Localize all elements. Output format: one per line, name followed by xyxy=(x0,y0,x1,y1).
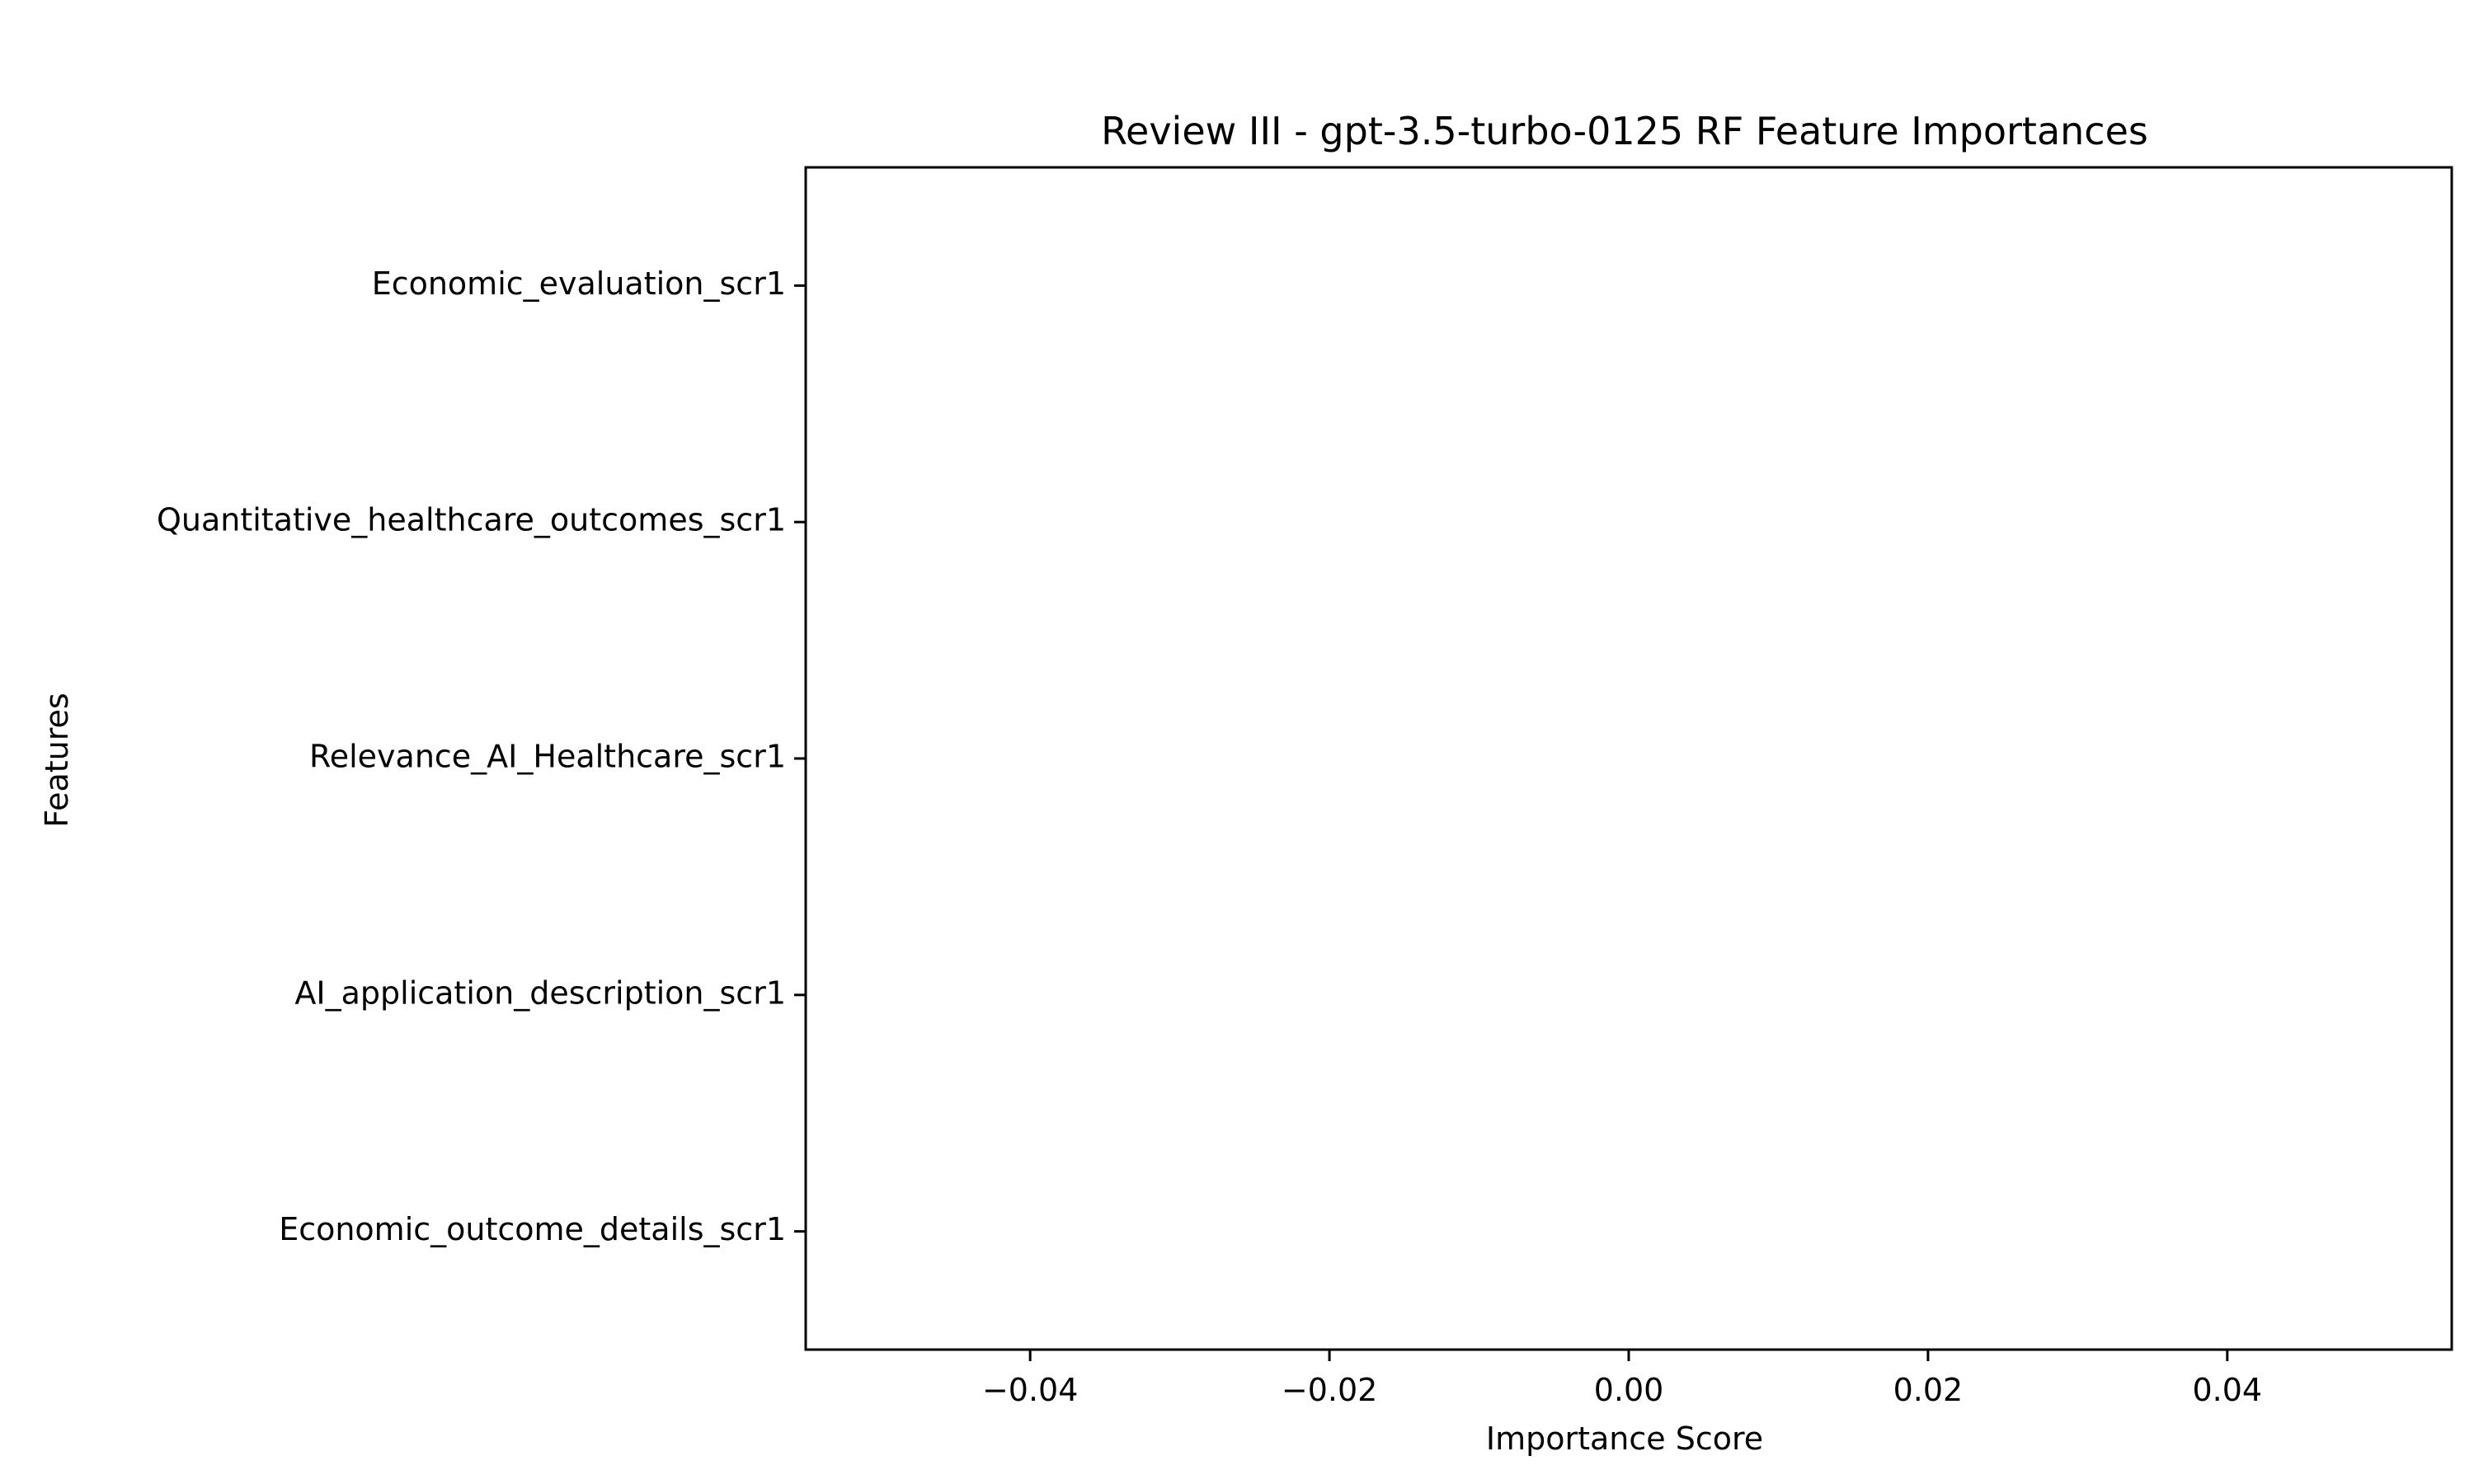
x-tick-label: 0.00 xyxy=(1594,1372,1664,1408)
x-axis-ticks: −0.04 −0.02 0.00 0.02 0.04 xyxy=(982,1350,2262,1408)
y-axis-ticks: Economic_evaluation_scr1 Quantitative_hea… xyxy=(157,265,806,1247)
y-tick-label: Economic_outcome_details_scr1 xyxy=(279,1211,786,1247)
y-axis-label: Features xyxy=(39,693,75,827)
x-axis-label: Importance Score xyxy=(1486,1421,1763,1457)
x-tick-label: −0.02 xyxy=(1282,1372,1377,1408)
y-tick-label: AI_application_description_scr1 xyxy=(294,974,786,1011)
x-tick-label: 0.02 xyxy=(1893,1372,1964,1408)
x-tick-label: 0.04 xyxy=(2193,1372,2263,1408)
chart-title: Review III - gpt-3.5-turbo-0125 RF Featu… xyxy=(1101,109,2148,153)
y-tick-label: Relevance_AI_Healthcare_scr1 xyxy=(309,739,786,775)
y-tick-label: Economic_evaluation_scr1 xyxy=(372,265,786,302)
y-tick-label: Quantitative_healthcare_outcomes_scr1 xyxy=(157,502,786,538)
x-tick-label: −0.04 xyxy=(982,1372,1078,1408)
